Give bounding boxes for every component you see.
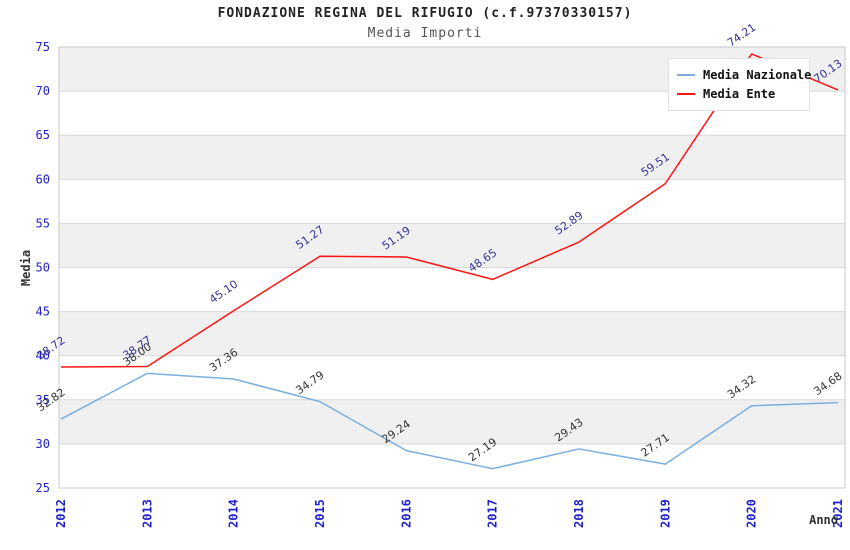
plot-band [59,311,845,356]
x-tick-label: 2020 [745,499,759,528]
data-label: 45.10 [207,277,240,306]
legend-label-media-ente: Media Ente [703,86,776,101]
y-tick-label: 35 [36,393,50,407]
data-label: 74.21 [725,21,758,50]
x-tick-label: 2014 [227,499,241,528]
y-tick-label: 65 [36,128,50,142]
legend-label-media-nazionale: Media Nazionale [703,67,812,82]
y-tick-label: 55 [36,216,50,230]
data-label: 34.79 [293,368,326,397]
x-tick-label: 2013 [140,499,154,528]
legend-item-media-ente: Media Ente [677,84,801,103]
x-tick-label: 2016 [399,499,413,528]
y-tick-label: 75 [36,40,50,54]
y-tick-label: 25 [36,481,50,495]
media-nazionale-line-swatch [677,73,695,76]
y-tick-label: 45 [36,305,50,319]
plot-band [59,399,845,444]
x-tick-label: 2015 [313,499,327,528]
x-tick-label: 2018 [572,499,586,528]
data-label: 34.68 [811,369,844,398]
data-label: 34.32 [725,373,758,402]
y-tick-label: 70 [36,84,50,98]
media-ente-line-swatch [677,92,695,95]
series-line-media-nazionale [60,372,839,470]
x-tick-label: 2017 [486,499,500,528]
plot-border [58,46,846,489]
y-tick-label: 50 [36,261,50,275]
y-tick-label: 60 [36,172,50,186]
chart-subtitle: Media Importi [367,26,483,41]
chart-title: FONDAZIONE REGINA DEL RIFUGIO (c.f.97370… [217,6,633,21]
y-axis-title: Media [19,250,33,286]
chart-legend: Media Nazionale Media Ente [668,58,811,111]
y-tick-label: 40 [36,349,50,363]
x-tick-label: 2021 [831,499,845,528]
y-tick-label: 30 [36,437,50,451]
x-tick-label: 2012 [54,499,68,528]
series-line-media-ente [60,53,839,368]
plot-band [59,223,845,268]
x-axis-title: Anno [809,513,838,527]
legend-item-media-nazionale: Media Nazionale [677,65,811,84]
plot-band [59,135,845,180]
x-tick-label: 2019 [658,499,672,528]
